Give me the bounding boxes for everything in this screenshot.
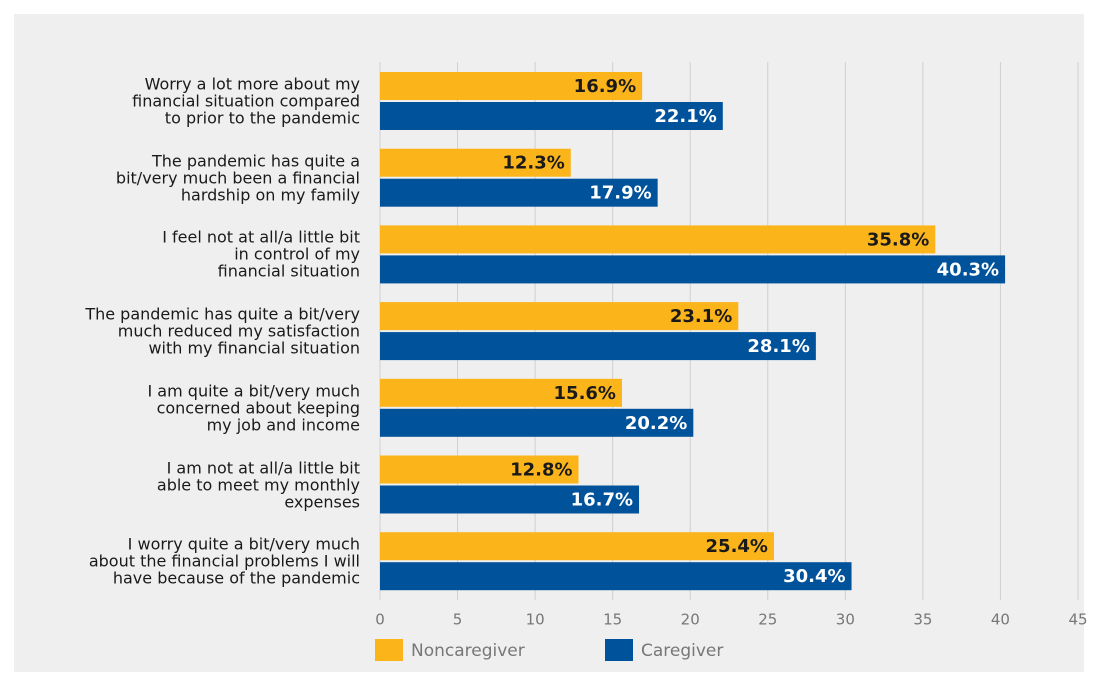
category-label: The pandemic has quite a bit/very much b… <box>115 151 360 205</box>
x-tick-label: 10 <box>526 611 545 629</box>
value-label: 16.9% <box>574 76 636 97</box>
legend-swatch <box>375 639 403 661</box>
legend-label: Noncaregiver <box>411 641 525 661</box>
value-label: 15.6% <box>554 383 616 404</box>
x-tick-label: 30 <box>836 611 855 629</box>
category-label: Worry a lot more about my financial situ… <box>132 74 360 128</box>
bar <box>380 532 774 561</box>
value-label: 12.8% <box>510 460 572 481</box>
x-tick-label: 5 <box>453 611 463 629</box>
x-tick-label: 25 <box>758 611 777 629</box>
value-label: 35.8% <box>867 229 929 250</box>
value-label: 40.3% <box>937 259 999 280</box>
bar <box>380 72 643 100</box>
bar <box>380 148 571 177</box>
bar <box>380 485 640 514</box>
x-tick-label: 0 <box>375 611 385 629</box>
value-label: 28.1% <box>747 336 809 357</box>
bar <box>380 178 658 207</box>
bar <box>380 378 622 407</box>
x-tick-label: 35 <box>913 611 932 629</box>
bar <box>380 302 739 331</box>
value-label: 16.7% <box>571 490 633 511</box>
bar <box>380 562 852 591</box>
value-label: 22.1% <box>654 106 716 127</box>
category-label: I worry quite a bit/very much about the … <box>88 534 360 588</box>
value-label: 12.3% <box>502 153 564 174</box>
bar <box>380 225 936 254</box>
legend-label: Caregiver <box>641 641 723 661</box>
value-label: 20.2% <box>625 413 687 434</box>
x-tick-label: 20 <box>681 611 700 629</box>
value-label: 30.4% <box>783 566 845 587</box>
bar <box>380 255 1006 284</box>
x-tick-label: 45 <box>1068 611 1087 629</box>
category-label: I feel not at all/a little bit in contro… <box>162 227 360 281</box>
bar <box>380 102 723 130</box>
x-tick-label: 15 <box>603 611 622 629</box>
bar <box>380 455 579 484</box>
category-label: I am quite a bit/very much concerned abo… <box>147 381 361 435</box>
x-tick-label: 40 <box>991 611 1010 629</box>
category-label: The pandemic has quite a bit/very much r… <box>85 304 360 358</box>
bar <box>380 408 694 437</box>
value-label: 17.9% <box>589 183 651 204</box>
category-label: I am not at all/a little bit able to mee… <box>156 458 360 511</box>
value-label: 25.4% <box>706 536 768 557</box>
value-label: 23.1% <box>670 306 732 327</box>
legend-swatch <box>605 639 633 661</box>
bar <box>380 332 816 361</box>
